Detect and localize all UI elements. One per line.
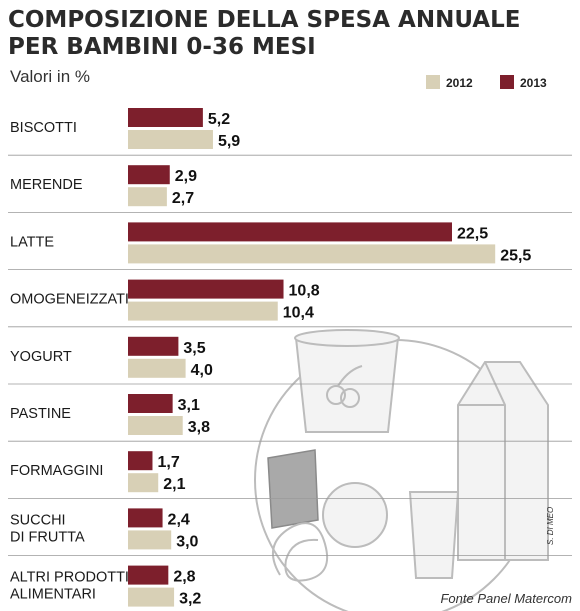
glass-icon bbox=[408, 491, 460, 579]
chart-subtitle: Valori in % bbox=[10, 67, 90, 86]
bar-2013 bbox=[128, 165, 170, 185]
category-label: OMOGENEIZZATI bbox=[10, 292, 129, 308]
bar-2012 bbox=[128, 130, 213, 149]
bar-2013 bbox=[128, 108, 203, 127]
cherry-icon-2 bbox=[340, 388, 360, 408]
source-note: Fonte Panel Matercom bbox=[440, 591, 572, 606]
bar-2013 bbox=[128, 222, 452, 242]
category-label: YOGURT bbox=[10, 349, 72, 365]
cherry-icon bbox=[326, 385, 346, 405]
value-label-2012: 5,9 bbox=[218, 133, 240, 150]
category-label: BISCOTTI bbox=[10, 120, 77, 136]
value-label-2013: 10,8 bbox=[289, 283, 320, 300]
legend-label-2012: 2012 bbox=[446, 76, 473, 90]
category-label: SUCCHI DI FRUTTA bbox=[10, 512, 85, 545]
cherry-stem bbox=[337, 365, 363, 387]
value-label-2012: 3,0 bbox=[176, 533, 198, 550]
biscuit-icon bbox=[267, 449, 319, 529]
bar-2013 bbox=[128, 565, 169, 585]
legend-swatch-2013 bbox=[500, 75, 514, 89]
bar-2012 bbox=[128, 358, 186, 378]
value-label-2013: 5,2 bbox=[208, 111, 230, 128]
bar-2012 bbox=[128, 244, 496, 264]
legend: 2012 2013 bbox=[426, 75, 547, 90]
value-label-2013: 2,9 bbox=[175, 168, 197, 185]
legend-label-2013: 2013 bbox=[520, 76, 547, 90]
chart-title-line2: PER BAMBINI 0-36 MESI bbox=[8, 34, 316, 60]
bar-2013 bbox=[128, 451, 153, 471]
bar-2013 bbox=[128, 279, 284, 299]
value-label-2013: 2,4 bbox=[168, 511, 190, 528]
value-label-2013: 2,8 bbox=[173, 569, 195, 586]
bar-2013 bbox=[128, 394, 173, 413]
bar-2012 bbox=[128, 587, 175, 607]
value-label-2012: 3,8 bbox=[188, 419, 210, 436]
bars-group: BISCOTTI 5,2 5,9 MERENDE 2,9 2,7 LATTE 22,5 25,5… bbox=[8, 108, 572, 608]
value-label-2012: 25,5 bbox=[500, 247, 531, 264]
category-label: MERENDE bbox=[10, 177, 83, 193]
chart-title-line1: COMPOSIZIONE DELLA SPESA ANNUALE bbox=[8, 7, 520, 33]
value-label-2013: 3,5 bbox=[183, 340, 205, 357]
value-label-2013: 1,7 bbox=[157, 454, 179, 471]
yogurt-cup-lid bbox=[294, 329, 400, 347]
value-label-2012: 3,2 bbox=[179, 591, 201, 608]
value-label-2013: 3,1 bbox=[178, 397, 200, 414]
legend-swatch-2012 bbox=[426, 75, 440, 89]
value-label-2012: 4,0 bbox=[191, 362, 213, 379]
bar-2012 bbox=[128, 416, 183, 435]
value-label-2012: 2,1 bbox=[163, 476, 185, 493]
milk-carton-icon bbox=[457, 361, 549, 561]
pretzel-icon bbox=[271, 522, 328, 582]
category-label: FORMAGGINI bbox=[10, 463, 103, 479]
bar-2012 bbox=[128, 473, 159, 493]
bar-2013 bbox=[128, 336, 179, 356]
bar-2012 bbox=[128, 530, 172, 550]
value-label-2013: 22,5 bbox=[457, 225, 488, 242]
cookie-icon bbox=[322, 482, 388, 548]
value-label-2012: 10,4 bbox=[283, 305, 314, 322]
bar-2012 bbox=[128, 301, 278, 321]
bar-2012 bbox=[128, 187, 167, 207]
category-label: ALTRI PRODOTTI ALIMENTARI bbox=[10, 570, 129, 603]
bar-2013 bbox=[128, 508, 163, 528]
yogurt-cup-icon bbox=[294, 337, 400, 433]
value-label-2012: 2,7 bbox=[172, 190, 194, 207]
illustrator-credit: S. DI MEO bbox=[546, 507, 555, 545]
food-illustration bbox=[254, 329, 549, 611]
category-label: PASTINE bbox=[10, 406, 71, 422]
category-label: LATTE bbox=[10, 234, 54, 250]
